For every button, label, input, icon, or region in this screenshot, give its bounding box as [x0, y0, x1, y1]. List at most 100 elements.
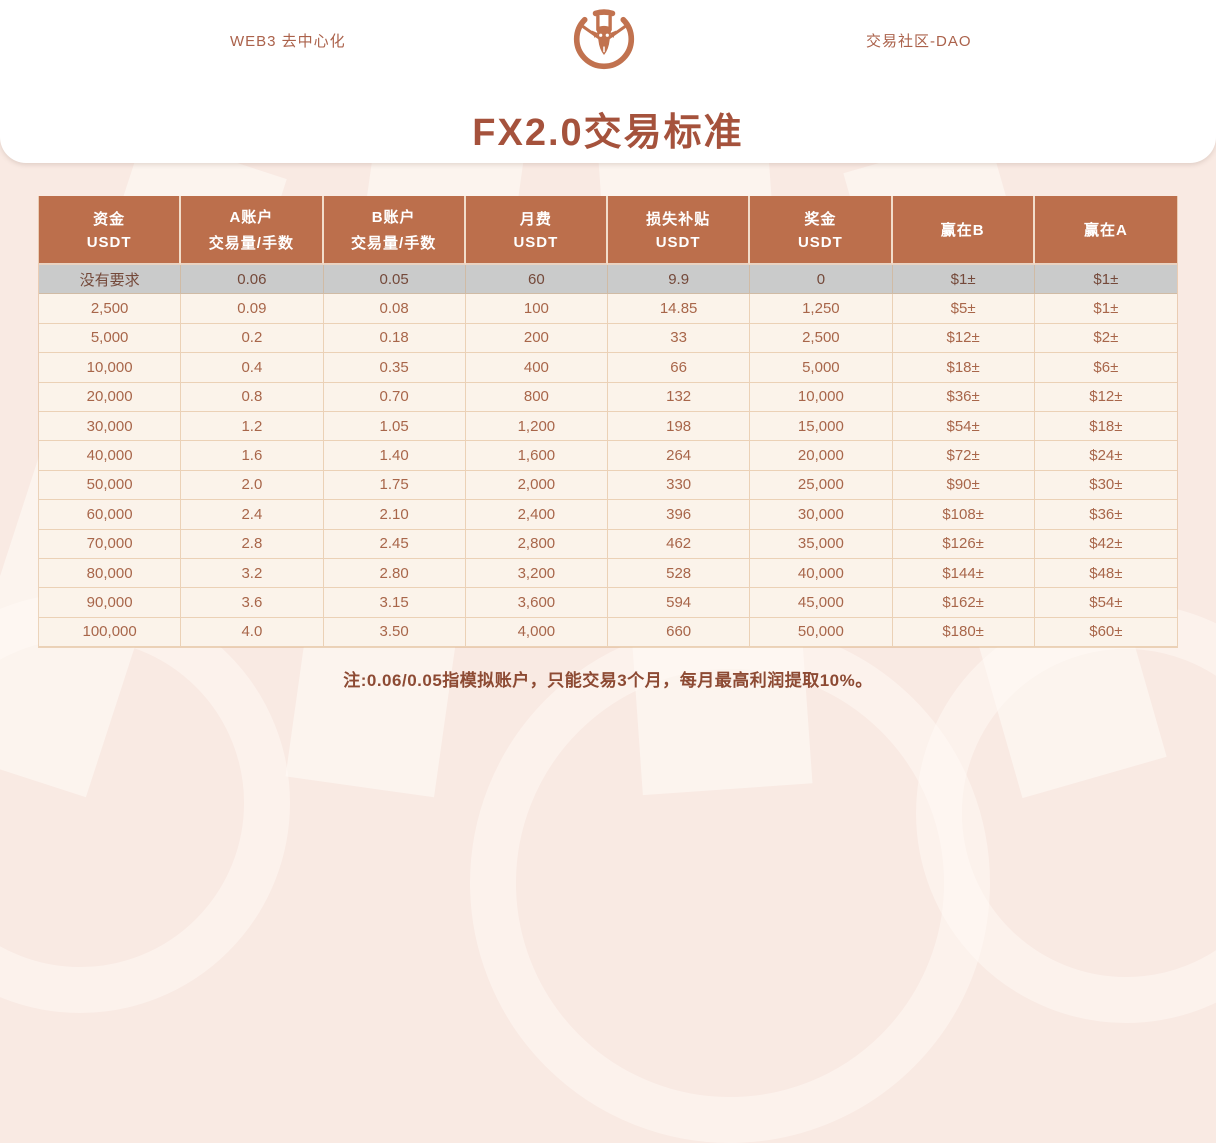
column-header: 月费 USDT	[465, 196, 608, 265]
table-cell: 40,000	[750, 558, 893, 589]
table-cell: $54±	[892, 411, 1035, 442]
table-cell: 0.09	[181, 294, 324, 324]
column-header: 损失补贴 USDT	[608, 196, 751, 265]
table-cell: 5,000	[39, 323, 182, 354]
table-cell: $6±	[1034, 353, 1177, 383]
table-cell: $162±	[892, 588, 1035, 618]
table-cell: 1.05	[323, 411, 466, 442]
table-cell: 100,000	[39, 617, 182, 648]
table-cell: 200	[465, 323, 608, 354]
table-cell: 9.9	[608, 265, 751, 295]
column-header-line1: 赢在A	[1083, 222, 1128, 239]
table-cell: 132	[608, 382, 751, 412]
column-header-line1: 损失补贴	[646, 211, 711, 228]
table-cell: 2.8	[181, 529, 324, 559]
table-cell: 20,000	[39, 382, 182, 412]
column-header: A账户 交易量/手数	[181, 196, 324, 265]
table-cell: 2.45	[323, 529, 466, 559]
table-cell: 0.4	[181, 353, 324, 383]
table-cell: $2±	[1034, 323, 1177, 354]
column-header-line2: USDT	[797, 234, 843, 251]
table-cell: 594	[608, 588, 751, 618]
column-header-line1: B账户	[371, 209, 416, 226]
table-cell: $48±	[1034, 558, 1177, 589]
table-cell: $12±	[1034, 382, 1177, 412]
table-cell: 528	[608, 558, 751, 589]
table-cell: 50,000	[750, 617, 893, 648]
table-cell: $36±	[892, 382, 1035, 412]
column-header-line1: 月费	[519, 211, 552, 228]
table-cell: 1.75	[323, 470, 466, 501]
column-header: 赢在B	[892, 196, 1035, 265]
table-cell: 1.6	[181, 441, 324, 471]
table-cell: 33	[608, 323, 751, 354]
footnote: 注:0.06/0.05指模拟账户，只能交易3个月，每月最高利润提取10%。	[343, 671, 873, 690]
table-cell: 90,000	[39, 588, 182, 618]
column-header-line2: USDT	[86, 234, 132, 251]
table-cell: 0.70	[323, 382, 466, 412]
table-cell: 0.18	[323, 323, 466, 354]
table-cell: 66	[608, 353, 751, 383]
table-cell: 10,000	[750, 382, 893, 412]
table-cell: $54±	[1034, 588, 1177, 618]
table-cell: 2,500	[39, 294, 182, 324]
table-cell: 2,000	[465, 470, 608, 501]
table-cell: $24±	[1034, 441, 1177, 471]
table-cell: 2,800	[465, 529, 608, 559]
table-cell: 20,000	[750, 441, 893, 471]
table-cell: 40,000	[39, 441, 182, 471]
table-cell: 5,000	[750, 353, 893, 383]
table-cell: 800	[465, 382, 608, 412]
table-cell: 2.80	[323, 558, 466, 589]
table-cell: 1,200	[465, 411, 608, 442]
table-cell: $72±	[892, 441, 1035, 471]
column-header-line1: 奖金	[804, 211, 837, 228]
table-cell: 0.05	[323, 265, 466, 295]
column-header-line2: USDT	[655, 234, 701, 251]
table-cell: 400	[465, 353, 608, 383]
table-cell: $60±	[1034, 617, 1177, 648]
table-cell: 0.08	[323, 294, 466, 324]
table-cell: $144±	[892, 558, 1035, 589]
table-cell: 15,000	[750, 411, 893, 442]
table-cell: 396	[608, 500, 751, 530]
table-cell: $126±	[892, 529, 1035, 559]
table-cell: 264	[608, 441, 751, 471]
table-cell: 3.6	[181, 588, 324, 618]
table-cell: 4.0	[181, 617, 324, 648]
table-cell: 0	[750, 265, 893, 295]
table-cell: 2,400	[465, 500, 608, 530]
header-right-text: 交易社区-DAO	[866, 33, 972, 50]
table-cell: $12±	[892, 323, 1035, 354]
table-cell: 3.50	[323, 617, 466, 648]
table-cell: $108±	[892, 500, 1035, 530]
table-cell: 100	[465, 294, 608, 324]
table-cell: 330	[608, 470, 751, 501]
table-cell: 1.40	[323, 441, 466, 471]
column-header-line2: 交易量/手数	[351, 235, 437, 252]
column-header-line1: 资金	[93, 211, 126, 228]
column-header-line2: USDT	[513, 234, 559, 251]
brand-logo-icon	[572, 7, 636, 71]
table-cell: 198	[608, 411, 751, 442]
table-cell: 60	[465, 265, 608, 295]
table-cell: $180±	[892, 617, 1035, 648]
column-header-line2: 交易量/手数	[208, 235, 294, 252]
table-cell: $36±	[1034, 500, 1177, 530]
column-header: 资金 USDT	[39, 196, 182, 265]
table-cell: 50,000	[39, 470, 182, 501]
table-cell: 660	[608, 617, 751, 648]
table-cell: 35,000	[750, 529, 893, 559]
table-cell: 30,000	[750, 500, 893, 530]
pricing-table-wrap: 资金 USDT A账户 交易量/手数 B账户交易量/手数 月费 USDT 损失补贴 USDT 奖金…	[38, 196, 1178, 649]
table-cell: 2.0	[181, 470, 324, 501]
table-cell: $1±	[892, 265, 1035, 295]
table-cell: 0.35	[323, 353, 466, 383]
table-cell: $30±	[1034, 470, 1177, 501]
table-cell: 3,600	[465, 588, 608, 618]
table-cell: 14.85	[608, 294, 751, 324]
table-cell: $1±	[1034, 265, 1177, 295]
table-cell: $5±	[892, 294, 1035, 324]
table-cell: 2.4	[181, 500, 324, 530]
table-cell: $18±	[1034, 411, 1177, 442]
